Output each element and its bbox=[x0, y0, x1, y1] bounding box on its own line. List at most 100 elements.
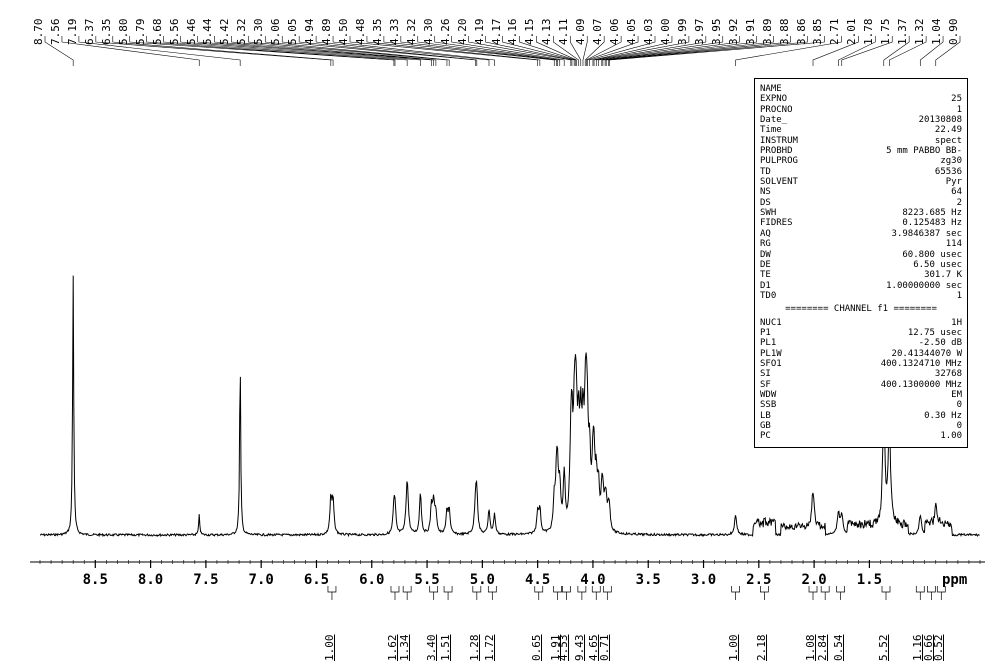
integral-value: 5.52 bbox=[877, 635, 890, 662]
peak-label: 6.35 bbox=[100, 19, 113, 46]
param-label: SOLVENT bbox=[760, 177, 798, 187]
param-label: PL1 bbox=[760, 338, 776, 348]
param-value: 1 bbox=[793, 105, 962, 115]
peak-label: 4.50 bbox=[337, 19, 350, 46]
param-label: DW bbox=[760, 250, 771, 260]
param-divider: ======== CHANNEL f1 ======== bbox=[760, 304, 962, 314]
param-value: 114 bbox=[771, 239, 962, 249]
axis-tick-label: 5.5 bbox=[412, 572, 442, 588]
param-label: SSB bbox=[760, 400, 776, 410]
param-value: 0.125483 Hz bbox=[793, 218, 962, 228]
param-label: AQ bbox=[760, 229, 771, 239]
peak-label: 4.26 bbox=[439, 19, 452, 46]
param-value: 3.9846387 sec bbox=[771, 229, 962, 239]
param-row: FIDRES0.125483 Hz bbox=[760, 218, 962, 228]
param-row: RG114 bbox=[760, 239, 962, 249]
peak-label: 5.79 bbox=[134, 19, 147, 46]
param-label: DS bbox=[760, 198, 771, 208]
peak-label: 5.44 bbox=[201, 19, 214, 46]
integral-value: 0.65 bbox=[530, 635, 543, 662]
param-value: 65536 bbox=[771, 167, 962, 177]
peak-label: 4.09 bbox=[574, 19, 587, 46]
peak-label: 4.03 bbox=[642, 19, 655, 46]
param-value: 12.75 usec bbox=[771, 328, 962, 338]
peak-label: 3.86 bbox=[795, 19, 808, 46]
param-row: SFO1400.1324710 MHz bbox=[760, 359, 962, 369]
peak-label: 1.75 bbox=[879, 19, 892, 46]
param-row: PROCNO1 bbox=[760, 105, 962, 115]
param-label: FIDRES bbox=[760, 218, 793, 228]
param-row: Date_20130808 bbox=[760, 115, 962, 125]
param-value: 20130808 bbox=[787, 115, 962, 125]
peak-label: 4.19 bbox=[473, 19, 486, 46]
peak-label: 1.37 bbox=[896, 19, 909, 46]
param-value: 22.49 bbox=[782, 125, 962, 135]
param-label: EXPNO bbox=[760, 94, 787, 104]
peak-label: 4.13 bbox=[540, 19, 553, 46]
param-value: 1 bbox=[776, 291, 962, 301]
integral-bracket bbox=[916, 586, 924, 592]
axis-tick-label: 3.5 bbox=[633, 572, 663, 588]
peak-label: 4.94 bbox=[303, 19, 316, 46]
param-label: PL1W bbox=[760, 349, 782, 359]
peak-label: 5.42 bbox=[218, 19, 231, 46]
peak-label: 3.92 bbox=[727, 19, 740, 46]
peak-label: 7.56 bbox=[49, 19, 62, 46]
integral-bracket bbox=[562, 586, 570, 592]
param-value: 1.00000000 sec bbox=[771, 281, 962, 291]
integral-value: 1.51 bbox=[439, 635, 452, 662]
integral-value: 0.54 bbox=[832, 635, 845, 662]
param-label: DE bbox=[760, 260, 771, 270]
param-row: INSTRUMspect bbox=[760, 136, 962, 146]
peak-label: 8.70 bbox=[32, 19, 45, 46]
param-row: GB0 bbox=[760, 421, 962, 431]
peak-label: 3.89 bbox=[761, 19, 774, 46]
param-row: WDWEM bbox=[760, 390, 962, 400]
peak-label: 4.33 bbox=[388, 19, 401, 46]
param-value: Pyr bbox=[798, 177, 962, 187]
integral-value: 1.34 bbox=[398, 635, 411, 662]
peak-label: 4.15 bbox=[523, 19, 536, 46]
axis-tick-label: 4.5 bbox=[523, 572, 553, 588]
param-value: 64 bbox=[771, 187, 962, 197]
peak-label: 3.88 bbox=[778, 19, 791, 46]
param-label: LB bbox=[760, 411, 771, 421]
param-value: spect bbox=[798, 136, 962, 146]
param-value: 0 bbox=[771, 421, 962, 431]
param-value: 0 bbox=[776, 400, 962, 410]
param-row: NS64 bbox=[760, 187, 962, 197]
integral-bracket bbox=[444, 586, 452, 592]
param-label: WDW bbox=[760, 390, 776, 400]
param-row: PC1.00 bbox=[760, 431, 962, 441]
integral-bracket bbox=[732, 586, 740, 592]
param-label: NS bbox=[760, 187, 771, 197]
peak-label: 3.85 bbox=[811, 19, 824, 46]
param-label: SFO1 bbox=[760, 359, 782, 369]
param-row: SOLVENTPyr bbox=[760, 177, 962, 187]
param-value: 20.41344070 W bbox=[782, 349, 962, 359]
peak-label: 4.07 bbox=[591, 19, 604, 46]
param-label: PROCNO bbox=[760, 105, 793, 115]
peak-label: 5.05 bbox=[286, 19, 299, 46]
peak-label: 4.20 bbox=[456, 19, 469, 46]
param-row: DE6.50 usec bbox=[760, 260, 962, 270]
peak-label: 5.32 bbox=[235, 19, 248, 46]
param-row: EXPNO25 bbox=[760, 94, 962, 104]
axis-tick-label: 4.0 bbox=[578, 572, 608, 588]
integral-value: 3.40 bbox=[425, 635, 438, 662]
integral-value: 1.00 bbox=[727, 635, 740, 662]
param-label: NUC1 bbox=[760, 318, 782, 328]
parameters-panel: NAMEEXPNO25PROCNO1Date_20130808Time22.49… bbox=[754, 78, 968, 448]
peak-label: 3.97 bbox=[693, 19, 706, 46]
param-label: P1 bbox=[760, 328, 771, 338]
integral-value: 2.18 bbox=[755, 635, 768, 662]
peak-label: 4.06 bbox=[608, 19, 621, 46]
peak-label: 3.91 bbox=[744, 19, 757, 46]
axis-tick-label: 3.0 bbox=[689, 572, 719, 588]
integral-value: 0.52 bbox=[932, 635, 945, 662]
param-label: SF bbox=[760, 380, 771, 390]
peak-label: 1.78 bbox=[862, 19, 875, 46]
param-value: 25 bbox=[787, 94, 962, 104]
param-row: TD65536 bbox=[760, 167, 962, 177]
param-label: PROBHD bbox=[760, 146, 793, 156]
